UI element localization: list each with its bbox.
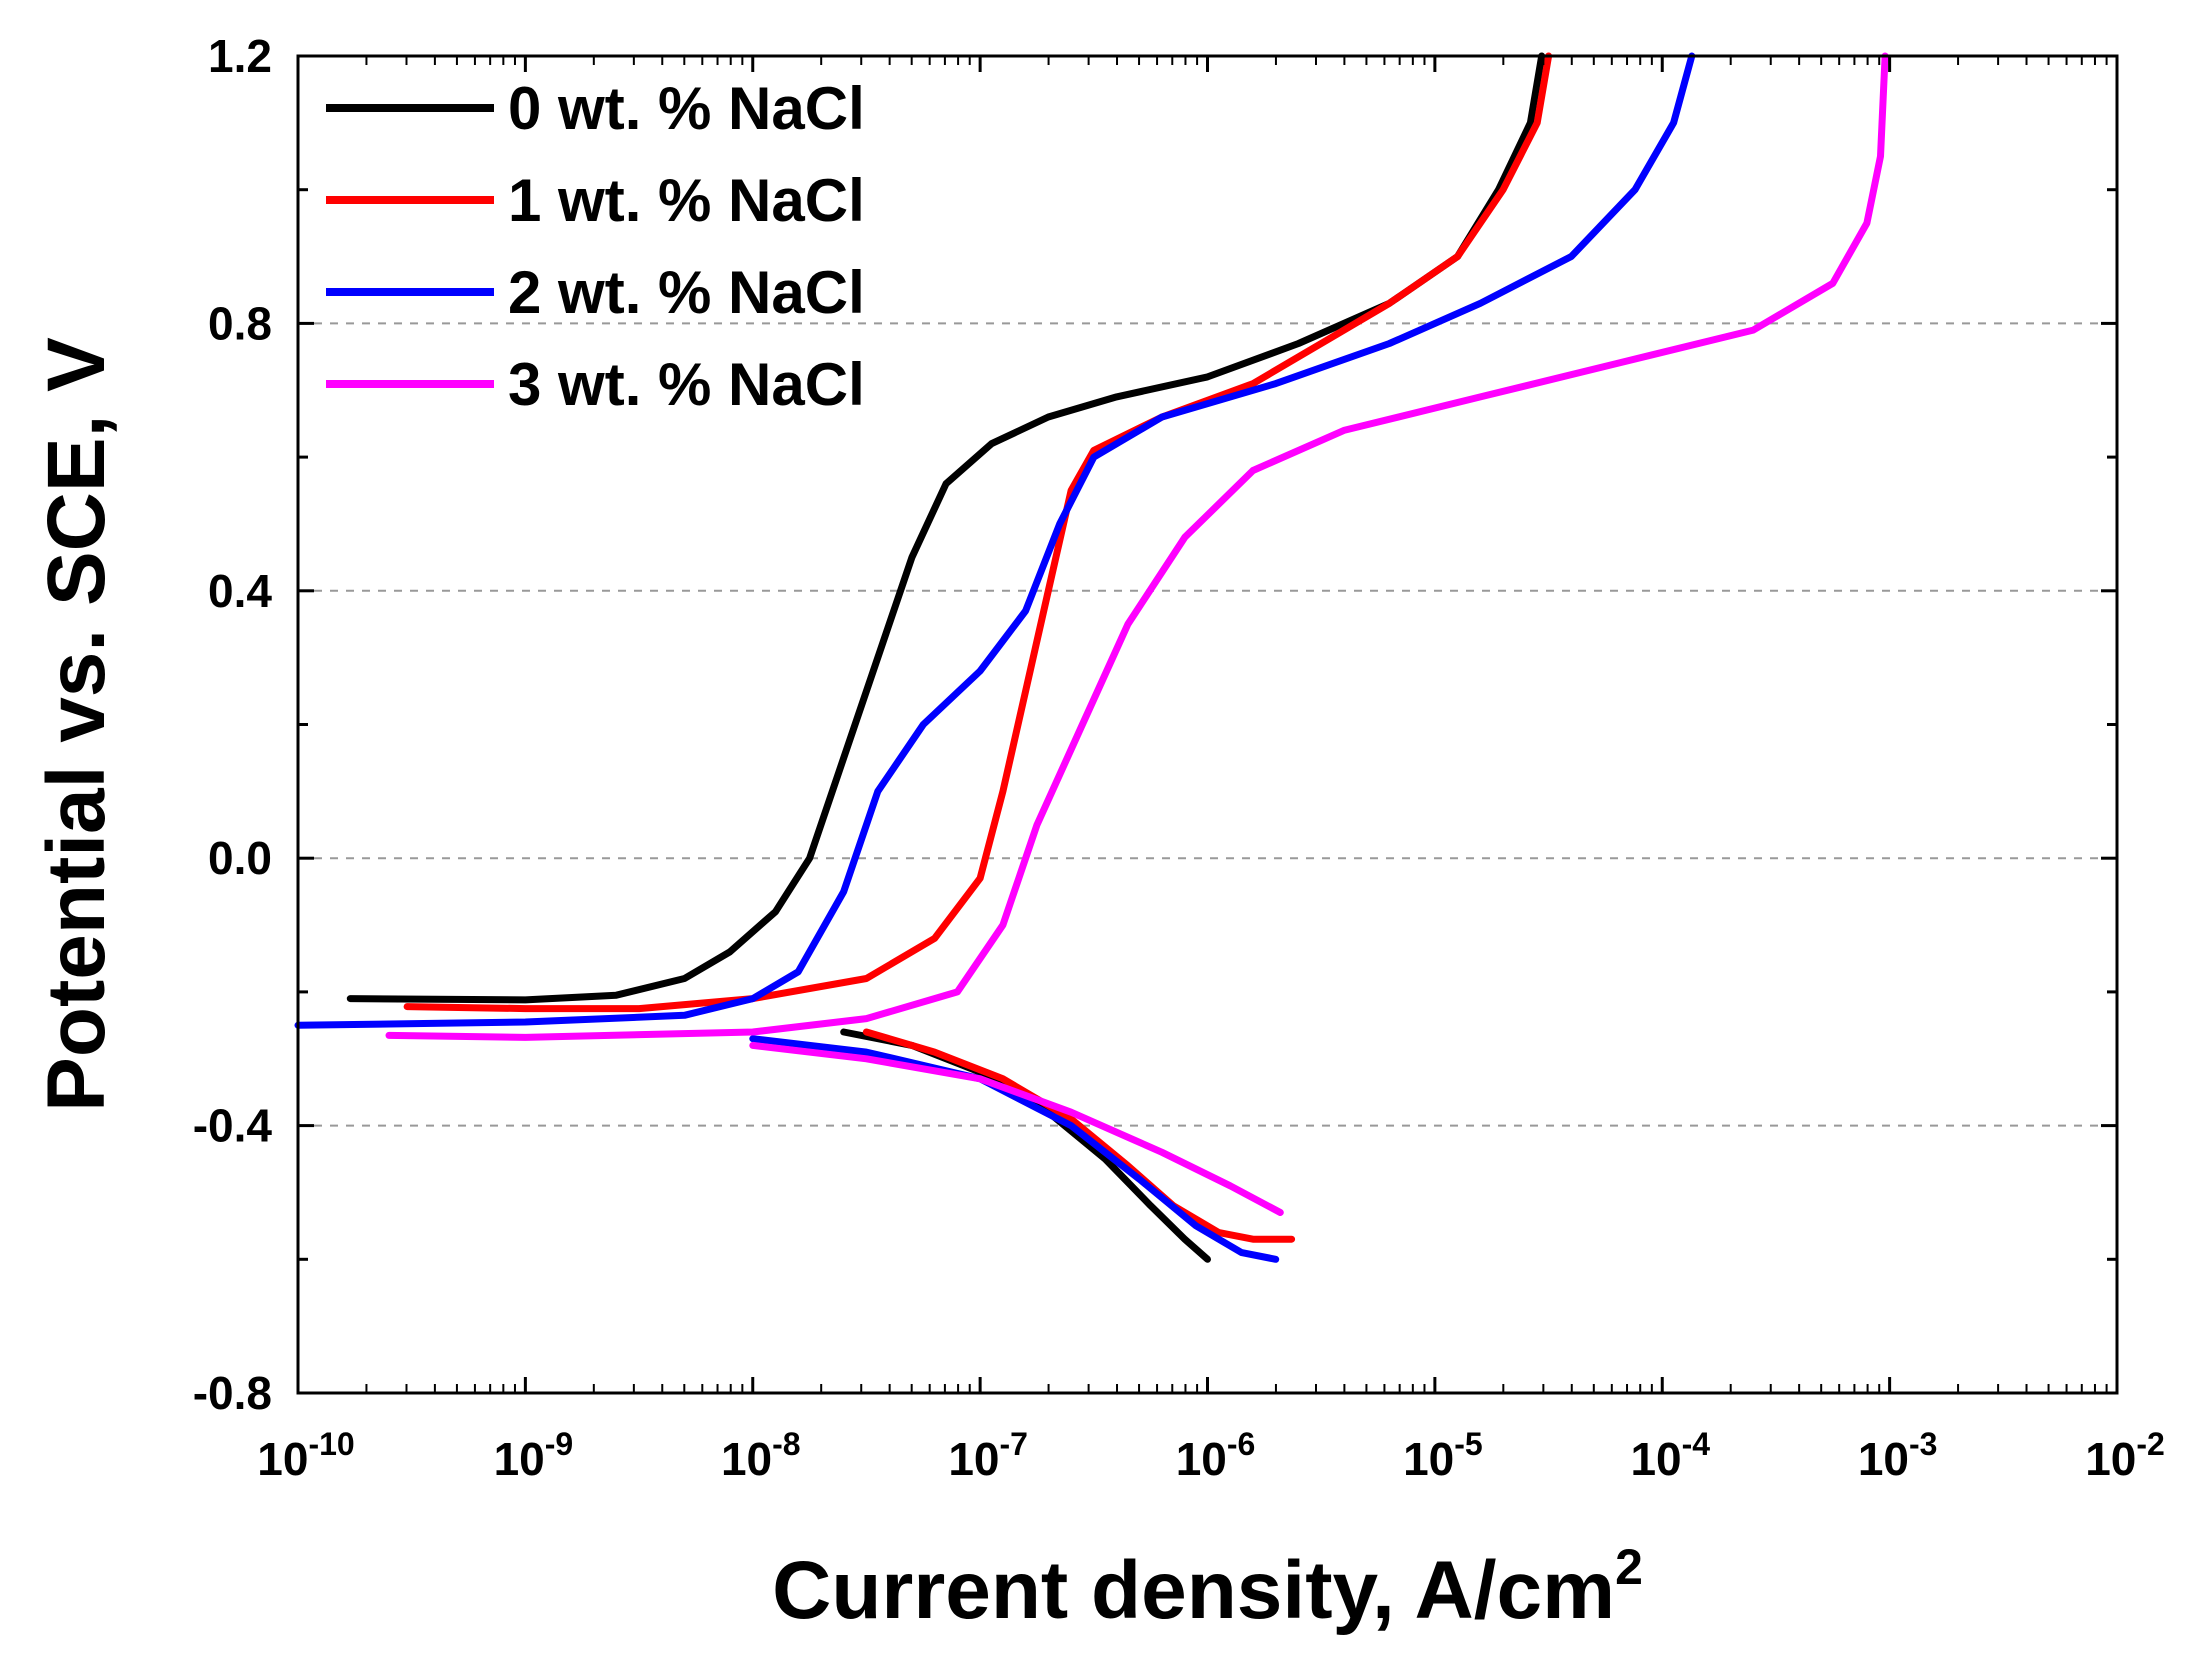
- series-line-cathodic-3: [749, 1041, 1284, 1216]
- label-layer: -0.8 -0.4 0.0 0.4 0.8 1.2 10-10 10-9 10-8 10-7 10-…: [193, 30, 2165, 1485]
- y-tick-label: 1.2: [208, 30, 272, 82]
- x-tick-label: 10-7: [948, 1426, 1028, 1485]
- series-line-anodic-3: [385, 52, 1889, 1041]
- series-layer: [294, 52, 1889, 1263]
- x-tick-label: 10-5: [1403, 1426, 1483, 1485]
- series-line-cathodic-1: [862, 1028, 1296, 1243]
- legend-label: 1 wt. % NaCl: [508, 167, 865, 234]
- x-axis-title-superscript: 2: [1615, 1539, 1643, 1595]
- y-tick-label: -0.4: [193, 1100, 273, 1152]
- legend-label: 0 wt. % NaCl: [508, 75, 865, 142]
- legend: 0 wt. % NaCl 1 wt. % NaCl 2 wt. % NaCl 3 wt…: [326, 75, 865, 418]
- tick-layer: [296, 54, 2119, 1395]
- y-tick-label: 0.4: [208, 565, 272, 617]
- series-line-anodic-1: [403, 52, 1553, 1013]
- x-tick-label: 10-8: [721, 1426, 801, 1485]
- y-tick-label: 0.8: [208, 297, 272, 349]
- legend-label: 2 wt. % NaCl: [508, 259, 865, 326]
- x-tick-label: 10-6: [1176, 1426, 1256, 1485]
- x-tick-label: 10-4: [1630, 1426, 1710, 1485]
- x-axis-title-main: Current density, A/cm: [772, 1545, 1615, 1636]
- series-line-cathodic-2: [749, 1035, 1280, 1263]
- series-line-anodic-2: [294, 52, 1696, 1029]
- x-axis-title: Current density, A/cm2: [772, 1539, 1643, 1636]
- x-tick-label: 10-9: [494, 1426, 574, 1485]
- y-axis-title: Potential vs. SCE, V: [31, 337, 122, 1112]
- y-tick-label: 0.0: [208, 832, 272, 884]
- x-tick-label: 10-2: [2085, 1426, 2165, 1485]
- legend-label: 3 wt. % NaCl: [508, 351, 865, 418]
- y-tick-label: -0.8: [193, 1367, 272, 1419]
- x-tick-label: 10-3: [1858, 1426, 1938, 1485]
- x-tick-label: 10-10: [257, 1426, 354, 1485]
